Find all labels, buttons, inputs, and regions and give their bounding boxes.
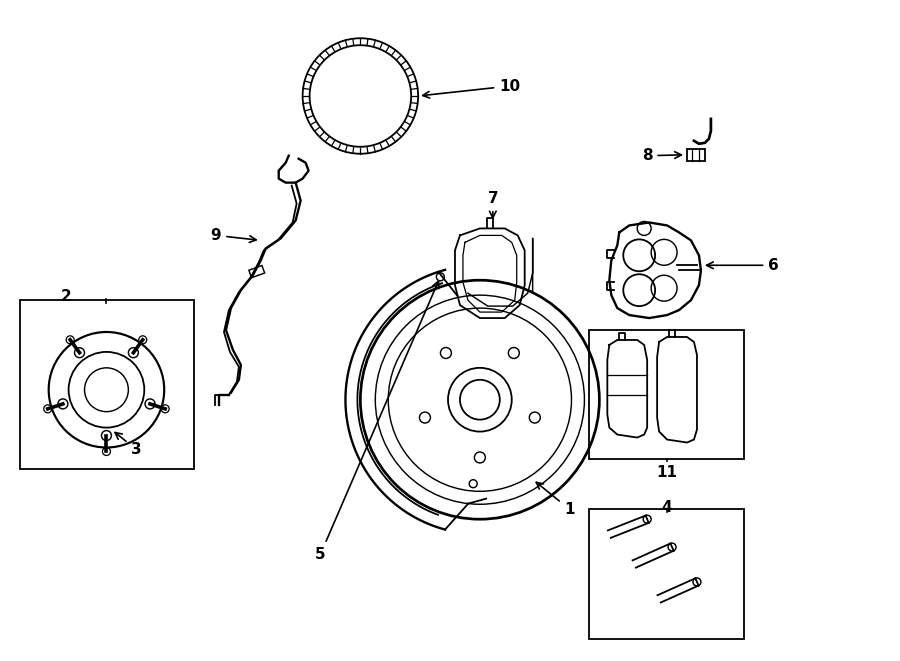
Text: 2: 2 — [61, 289, 72, 303]
Text: 5: 5 — [315, 281, 439, 562]
Bar — [20, 300, 194, 469]
Text: 11: 11 — [657, 465, 678, 480]
Text: 3: 3 — [115, 432, 141, 457]
Text: 9: 9 — [211, 228, 256, 243]
Text: 6: 6 — [706, 258, 779, 273]
Text: 10: 10 — [423, 79, 520, 98]
Bar — [687, 149, 705, 161]
Bar — [590, 509, 743, 639]
Bar — [248, 266, 265, 278]
Text: 8: 8 — [642, 148, 681, 163]
Bar — [590, 330, 743, 459]
Text: 7: 7 — [488, 191, 498, 218]
Text: 4: 4 — [662, 500, 672, 515]
Text: 1: 1 — [536, 483, 575, 517]
